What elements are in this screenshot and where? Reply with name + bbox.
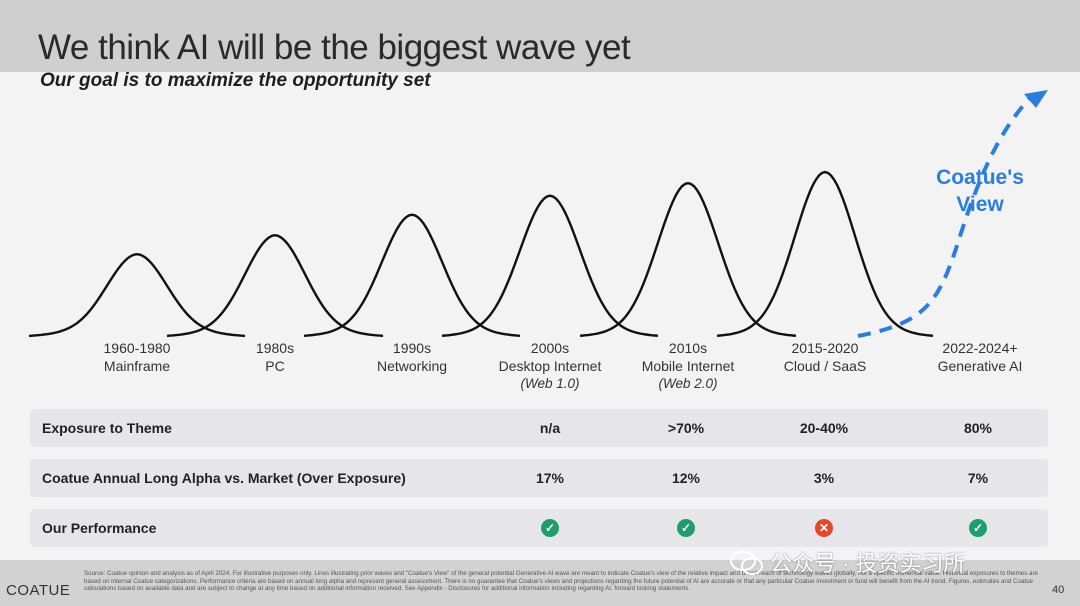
wave-label: 1980s PC bbox=[200, 339, 350, 375]
wave-period: 2015-2020 bbox=[791, 340, 859, 356]
cell-alpha-2010s: 12% bbox=[671, 470, 701, 486]
wave-period: 1980s bbox=[255, 340, 295, 356]
wave-name: Networking bbox=[376, 358, 448, 374]
wave-curve-2000s bbox=[441, 194, 659, 337]
wave-period: 2022-2024+ bbox=[942, 340, 1018, 356]
check-icon: ✓ bbox=[541, 519, 559, 537]
wave-curve-1980s bbox=[166, 233, 384, 338]
wave-label: 1990s Networking bbox=[337, 339, 487, 375]
coatue-logo: COATUE bbox=[6, 582, 71, 599]
wave-name: Desktop Internet bbox=[498, 358, 602, 374]
cell-alpha-2000s: 17% bbox=[535, 470, 565, 486]
wave-name: Mainframe bbox=[103, 358, 171, 374]
cell-exposure-genai: 80% bbox=[963, 420, 993, 436]
wave-period: 1990s bbox=[392, 340, 432, 356]
wave-curves bbox=[28, 170, 934, 338]
row-exposure: Exposure to Theme n/a >70% 20-40% 80% bbox=[30, 409, 1048, 447]
page-number: 40 bbox=[1052, 584, 1065, 596]
disclaimer-text: Source: Coatue opinion and analysis as o… bbox=[84, 570, 1038, 593]
waves-diagram bbox=[28, 90, 1048, 338]
check-icon: ✓ bbox=[969, 519, 987, 537]
coatue-view-label-line2: View bbox=[956, 193, 1004, 216]
wave-period: 1960-1980 bbox=[103, 340, 171, 356]
cell-alpha-2015-2020: 3% bbox=[813, 470, 835, 486]
cell-exposure-2000s: n/a bbox=[539, 420, 561, 436]
wave-curve-1960-1980 bbox=[28, 252, 246, 338]
row-alpha: Coatue Annual Long Alpha vs. Market (Ove… bbox=[30, 459, 1048, 497]
header-band bbox=[0, 0, 1080, 72]
row-label: Coatue Annual Long Alpha vs. Market (Ove… bbox=[42, 470, 406, 486]
wave-name: PC bbox=[265, 358, 285, 374]
wave-curve-1990s bbox=[303, 213, 521, 337]
arrow-head-icon bbox=[1024, 90, 1048, 108]
check-icon: ✓ bbox=[677, 519, 695, 537]
coatue-view-label: Coatue's View bbox=[912, 164, 1048, 218]
wave-subtitle: (Web 1.0) bbox=[520, 376, 580, 391]
cell-exposure-2015-2020: 20-40% bbox=[799, 420, 849, 436]
wave-name: Mobile Internet bbox=[641, 358, 735, 374]
wave-label: 2022-2024+ Generative AI bbox=[905, 339, 1055, 375]
wave-period: 2000s bbox=[530, 340, 570, 356]
row-label: Our Performance bbox=[42, 520, 157, 536]
wave-name: Cloud / SaaS bbox=[783, 358, 867, 374]
footer: COATUE Source: Coatue opinion and analys… bbox=[0, 560, 1080, 606]
wave-label: 2000s Desktop Internet (Web 1.0) bbox=[475, 339, 625, 393]
wave-label: 2010s Mobile Internet (Web 2.0) bbox=[613, 339, 763, 393]
cell-exposure-2010s: >70% bbox=[667, 420, 705, 436]
wechat-icon bbox=[730, 551, 763, 575]
wave-label: 2015-2020 Cloud / SaaS bbox=[750, 339, 900, 375]
wave-label: 1960-1980 Mainframe bbox=[62, 339, 212, 375]
page-subtitle: Our goal is to maximize the opportunity … bbox=[40, 70, 431, 91]
cross-icon: ✕ bbox=[815, 519, 833, 537]
wave-period: 2010s bbox=[668, 340, 708, 356]
watermark-text: 公众号 · 投资实习所 bbox=[770, 551, 966, 576]
row-performance: Our Performance ✓ ✓ ✕ ✓ bbox=[30, 509, 1048, 547]
cell-alpha-genai: 7% bbox=[967, 470, 989, 486]
wave-name: Generative AI bbox=[937, 358, 1023, 374]
wave-curve-2015-2020 bbox=[716, 170, 934, 337]
page-title: We think AI will be the biggest wave yet bbox=[38, 28, 631, 67]
coatue-view-label-line1: Coatue's bbox=[936, 166, 1024, 189]
coatue-view-arrow bbox=[857, 96, 1032, 338]
wave-subtitle: (Web 2.0) bbox=[658, 376, 718, 391]
row-label: Exposure to Theme bbox=[42, 420, 172, 436]
wave-curve-2010s bbox=[579, 181, 797, 337]
